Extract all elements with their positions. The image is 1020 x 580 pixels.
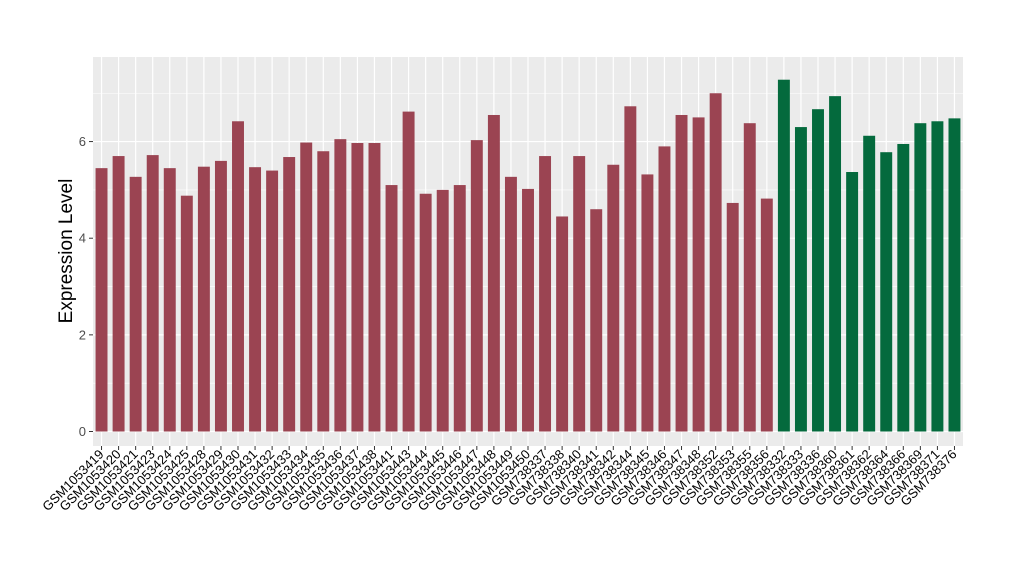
bar-GSM738376: [948, 118, 961, 432]
bar-GSM1053423: [146, 155, 159, 432]
bar-GSM738346: [658, 146, 671, 432]
bar-GSM738371: [931, 121, 944, 432]
bar-GSM1053444: [419, 193, 432, 432]
bar-GSM1053428: [197, 166, 210, 432]
bar-GSM738342: [607, 164, 620, 432]
bar-GSM1053450: [522, 188, 534, 432]
bar-GSM738356: [760, 198, 773, 432]
bar-GSM738353: [726, 202, 739, 432]
bar-GSM738369: [914, 123, 927, 432]
bar-GSM1053431: [249, 167, 262, 432]
bar-GSM1053447: [470, 140, 483, 432]
y-tick-label: 2: [79, 327, 86, 342]
bar-GSM738332: [777, 79, 790, 432]
bar-GSM1053436: [334, 139, 347, 432]
bar-GSM1053438: [368, 143, 381, 432]
bar-GSM738337: [539, 156, 552, 432]
y-axis-title: Expression Level: [56, 179, 77, 324]
bar-GSM1053419: [95, 168, 108, 432]
bar-GSM1053435: [317, 151, 330, 432]
bar-GSM738355: [743, 123, 756, 432]
bar-GSM738336: [812, 109, 824, 432]
bar-GSM738341: [590, 209, 603, 432]
bar-GSM738364: [880, 152, 893, 432]
bar-GSM1053449: [504, 176, 517, 432]
y-tick-label: 4: [79, 231, 86, 246]
bar-GSM1053434: [300, 142, 313, 432]
bar-GSM1053425: [180, 195, 193, 432]
bar-GSM1053420: [112, 156, 125, 432]
bar-GSM1053421: [129, 176, 142, 432]
bar-GSM1053446: [453, 185, 466, 432]
bar-GSM1053433: [283, 157, 296, 432]
bar-GSM738362: [863, 135, 876, 432]
bar-GSM738344: [624, 106, 637, 432]
bar-GSM1053432: [266, 170, 279, 432]
x-axis: GSM1053419GSM1053420GSM1053421GSM1053423…: [39, 446, 960, 514]
bar-GSM738333: [794, 127, 807, 432]
bar-GSM738338: [556, 216, 569, 432]
bar-GSM738360: [829, 96, 842, 432]
bars: [95, 79, 961, 432]
bar-GSM1053441: [385, 185, 398, 432]
bar-GSM738345: [641, 174, 654, 432]
bar-GSM1053430: [232, 121, 244, 432]
bar-GSM738340: [573, 156, 586, 432]
bar-GSM738361: [846, 172, 859, 432]
bar-GSM738348: [692, 117, 705, 432]
bar-GSM1053448: [487, 114, 500, 432]
bar-GSM1053443: [402, 111, 415, 432]
bar-GSM1053437: [351, 143, 364, 432]
y-tick-label: 0: [79, 424, 86, 439]
bar-GSM1053445: [436, 189, 449, 432]
bar-GSM738347: [675, 114, 688, 432]
bar-GSM738352: [709, 93, 722, 432]
bar-GSM1053424: [163, 168, 176, 432]
bar-GSM1053429: [214, 160, 227, 432]
bar-GSM738366: [897, 143, 910, 432]
y-axis: 0 2 4 6: [79, 134, 93, 439]
y-tick-label: 6: [79, 134, 86, 149]
